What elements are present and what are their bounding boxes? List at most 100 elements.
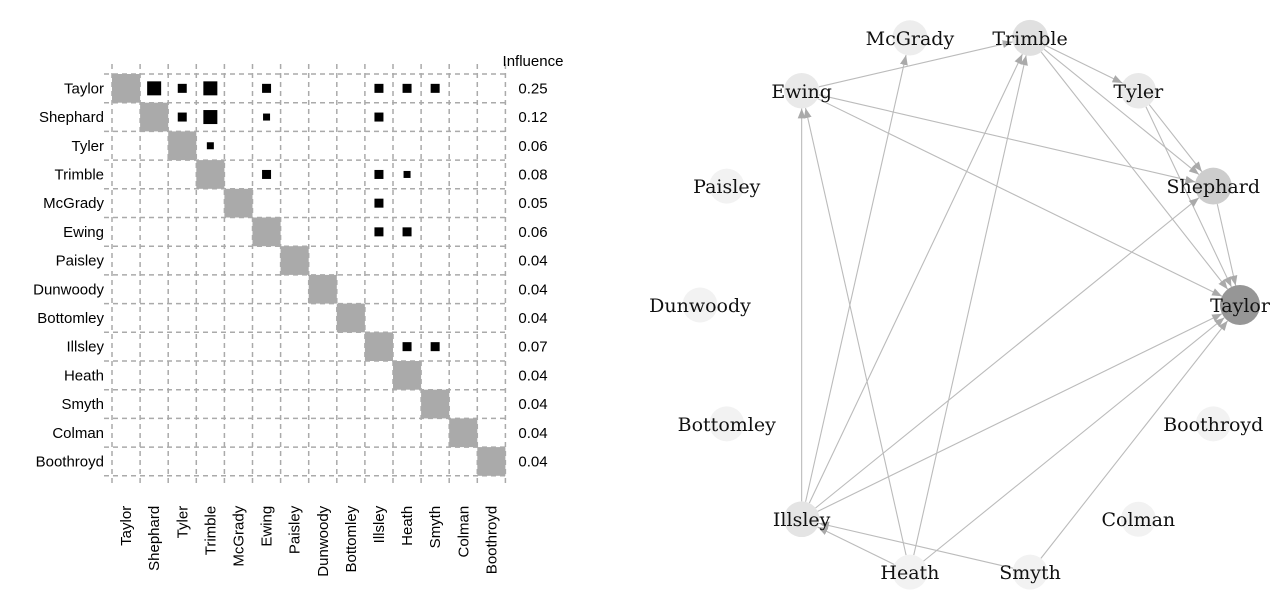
- diagonal-cell: [280, 246, 309, 275]
- node: [682, 287, 718, 323]
- diagonal-cell: [421, 389, 450, 419]
- row-label: Taylor: [64, 80, 104, 97]
- row-label: Shephard: [39, 109, 104, 126]
- edge: [1045, 45, 1123, 84]
- node: [1195, 406, 1231, 442]
- diagonal-cell: [112, 74, 141, 103]
- edge: [1040, 320, 1229, 559]
- diagonal-cell: [252, 217, 281, 247]
- node-label: Heath: [880, 562, 939, 584]
- node-label: Smyth: [999, 562, 1061, 584]
- link-cell: [263, 113, 271, 121]
- link-cell: [430, 342, 440, 352]
- link-cell: [430, 83, 440, 93]
- link-cell: [403, 170, 411, 178]
- row-label: Paisley: [56, 253, 105, 270]
- node: [1120, 73, 1157, 109]
- column-label: Paisley: [287, 505, 304, 554]
- column-label: Colman: [455, 506, 472, 558]
- edge: [1216, 203, 1238, 286]
- influence-value: 0.08: [518, 166, 547, 183]
- row-label: McGrady: [43, 195, 104, 212]
- diagonal-cell: [140, 102, 169, 132]
- column-label: Boothroyd: [483, 506, 500, 574]
- node: [892, 20, 928, 56]
- node-label: Tyler: [1113, 81, 1164, 103]
- row-label: Colman: [52, 425, 104, 442]
- row-label: Smyth: [61, 396, 104, 413]
- edge: [815, 197, 1200, 509]
- influence-value: 0.05: [518, 195, 547, 212]
- row-label: Heath: [64, 367, 104, 384]
- node: [783, 501, 820, 538]
- row-label: Illsley: [66, 339, 104, 356]
- link-cell: [402, 342, 412, 352]
- link-cell: [177, 112, 187, 122]
- node-label: Colman: [1102, 509, 1176, 531]
- column-label: Heath: [399, 506, 416, 546]
- diagonal-cell: [196, 160, 225, 189]
- diagonal-cell: [449, 418, 478, 448]
- influence-value: 0.04: [518, 310, 547, 327]
- influence-value: 0.04: [518, 367, 547, 384]
- edge: [818, 521, 1014, 569]
- edge: [817, 313, 1223, 512]
- link-cell: [374, 227, 384, 237]
- column-label: Shephard: [146, 506, 163, 571]
- node: [709, 406, 745, 442]
- influence-value: 0.07: [518, 339, 547, 356]
- diagonal-cell: [393, 361, 422, 390]
- diagonal-cell: [477, 447, 506, 476]
- influence-value: 0.06: [518, 138, 547, 155]
- node-label: Ewing: [771, 81, 832, 103]
- node-label: Paisley: [693, 176, 760, 198]
- link-cell: [177, 83, 187, 93]
- node-label: Boothroyd: [1163, 414, 1263, 436]
- influence-value: 0.04: [518, 396, 547, 413]
- row-label: Ewing: [63, 224, 104, 241]
- diagonal-cell: [308, 274, 337, 304]
- row-label: Bottomley: [37, 310, 104, 327]
- edge: [1040, 51, 1229, 290]
- edge: [913, 55, 1028, 556]
- row-label: Trimble: [55, 166, 104, 183]
- row-label: Tyler: [71, 138, 104, 155]
- link-cell: [402, 83, 412, 93]
- link-cell: [374, 112, 384, 122]
- column-label: Taylor: [118, 506, 135, 546]
- influence-value: 0.04: [518, 453, 547, 470]
- link-cell: [374, 83, 384, 93]
- diagonal-cell: [336, 303, 365, 333]
- link-cell: [262, 83, 272, 93]
- node-label: Taylor: [1210, 295, 1271, 317]
- column-label: Smyth: [427, 506, 444, 549]
- edge: [923, 317, 1225, 562]
- influence-value: 0.04: [518, 425, 547, 442]
- node: [1012, 19, 1049, 56]
- edge: [805, 54, 908, 502]
- column-label: Dunwoody: [315, 505, 332, 576]
- diagonal-cell: [168, 131, 197, 161]
- column-label: Illsley: [371, 505, 388, 543]
- column-label: Bottomley: [343, 505, 360, 572]
- link-cell: [203, 81, 218, 96]
- edge: [1145, 106, 1232, 288]
- node-label: Dunwoody: [649, 295, 751, 317]
- edge: [817, 98, 1223, 297]
- column-label: Tyler: [174, 506, 191, 539]
- row-label: Boothroyd: [36, 453, 104, 470]
- node: [1120, 501, 1156, 537]
- link-cell: [262, 169, 272, 179]
- edge: [808, 53, 1023, 504]
- edge: [1148, 104, 1203, 172]
- matrix: Influence Taylor 0.25 Taylor Shephard 0.12 She…: [33, 53, 563, 577]
- edge: [817, 526, 895, 565]
- node: [1012, 554, 1048, 590]
- link-cell: [402, 227, 412, 237]
- node: [1220, 285, 1260, 325]
- edge: [1043, 48, 1200, 175]
- edges: [797, 40, 1238, 569]
- edge: [818, 40, 1013, 88]
- edge: [803, 107, 907, 556]
